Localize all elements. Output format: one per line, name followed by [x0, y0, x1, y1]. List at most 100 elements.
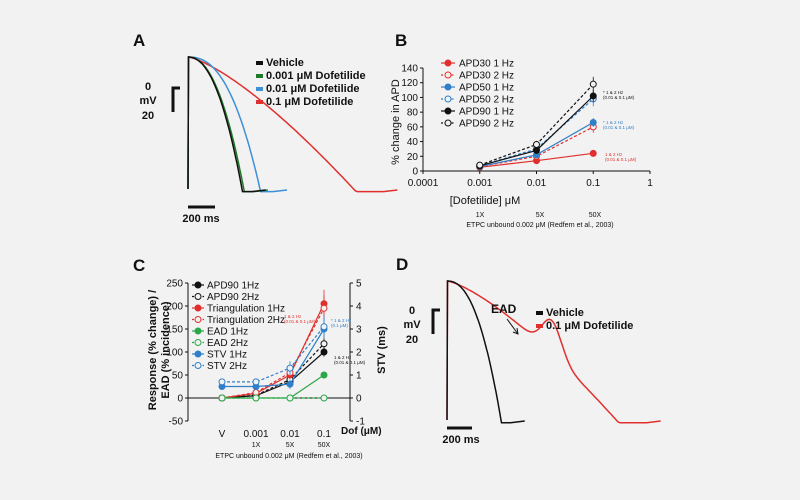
panel-c-fold-1x: 1X — [252, 442, 261, 449]
panel-b-ytick-label-5: 100 — [401, 93, 418, 104]
panel-b-legend-marker-1 — [444, 71, 452, 79]
panel-b-point-0-2 — [589, 149, 597, 157]
panel-c-xtick-label-2: 0.01 — [280, 429, 300, 440]
panel-c-y2tick-label-6: 5 — [356, 279, 362, 290]
panel-b-point-4-1 — [533, 146, 540, 154]
panel-c-legend-label-4: EAD 1Hz — [207, 327, 248, 338]
legend-a-label-0-01: 0.01 μM Dofetilide — [266, 83, 360, 95]
panel-c-legend-marker-3 — [194, 316, 202, 323]
panel-b-xtick-label-0: 0.0001 — [408, 178, 439, 189]
panel-c-ytick-label-1: 0 — [177, 394, 183, 405]
panel-b-xtick-label-4: 1 — [647, 178, 653, 189]
panel-b-fold-50x: 50X — [589, 212, 602, 219]
panel-c-line-7 — [222, 326, 325, 383]
panel-d-ead-label: EAD — [491, 302, 517, 316]
panel-a-letter: A — [133, 31, 145, 50]
legend-a-label-0-001: 0.001 μM Dofetilide — [266, 70, 366, 82]
panel-a-time-scale-label: 200 ms — [182, 213, 219, 225]
panel-c-point-4-3 — [320, 371, 328, 379]
panel-c-point-7-3 — [320, 323, 328, 331]
panel-c-line-3 — [221, 308, 325, 399]
panel-b-legend-label-1: APD30 2 Hz — [459, 71, 514, 82]
panel-b-y-label: % change in APD — [390, 79, 402, 165]
panel-b-ytick-label-7: 140 — [401, 64, 418, 75]
panel-c-point-5-3 — [320, 394, 328, 402]
legend-a-swatch-0-001 — [256, 74, 263, 78]
panel-c-point-5-0 — [218, 394, 226, 402]
panel-d-scale-top: 0 — [409, 305, 415, 317]
panel-d-time-scale-label: 200 ms — [442, 434, 479, 446]
panel-b-point-2-2 — [589, 118, 597, 126]
panel-c-point-1-3 — [320, 340, 328, 348]
panel-c-point-7-2 — [286, 364, 294, 372]
panel-c-legend-marker-2 — [194, 304, 202, 312]
panel-c-annot-apd-l2: (0.01 & 0.1 μM) — [334, 360, 366, 365]
panel-c-legend-label-5: EAD 2Hz — [207, 338, 248, 349]
legend-d-label-vehicle: Vehicle — [546, 307, 584, 319]
panel-b-legend-label-0: APD30 1 Hz — [459, 59, 514, 70]
panel-c-fold-50x: 50X — [318, 442, 331, 449]
panel-b-fold-1x: 1X — [476, 212, 485, 219]
panel-c-annot-tri-l2: (0.01 & 0.1 μM) — [284, 319, 316, 324]
panel-c-legend-label-6: STV 1Hz — [207, 350, 247, 361]
panel-a-scale-bottom: 20 — [142, 110, 154, 122]
panel-c-legend-label-7: STV 2Hz — [207, 361, 247, 372]
panel-b-legend-marker-0 — [444, 59, 452, 67]
panel-b: B 0 20 40 60 80 100 120 140 0.0001 0.001 0.01 0.1 1 … — [390, 31, 653, 229]
panel-b-xtick-label-3: 0.1 — [586, 178, 600, 189]
panel-b-annot-apd30-l1: 1 & 2 Hz — [605, 152, 623, 157]
panel-a-scale-top: 0 — [145, 81, 151, 93]
panel-c-point-7-1 — [252, 378, 260, 386]
panel-c-point-3-3 — [320, 304, 328, 312]
panel-c-annot-tri-l1: 1 & 2 Hz — [284, 314, 302, 319]
panel-b-fold-5x: 5X — [536, 212, 545, 219]
panel-b-legend-label-4: APD90 1 Hz — [459, 107, 514, 118]
panel-b-annot-apd90-l1: * 1 & 2 Hz — [603, 90, 624, 95]
panel-c-y2tick-label-0: -1 — [356, 417, 365, 428]
panel-a-trace-0-01um — [187, 56, 288, 193]
panel-c-legend-marker-6 — [194, 350, 202, 358]
panel-c-legend-label-1: APD90 2Hz — [207, 292, 259, 303]
legend-d-label-0-1: 0.1 μM Dofetilide — [546, 320, 633, 332]
panel-d-ead-arrowhead — [512, 327, 519, 335]
panel-c-y2tick-label-2: 1 — [356, 371, 362, 382]
panel-c-footnote: ETPC unbound 0.002 μM (Redfern et al., 2… — [215, 453, 362, 460]
panel-b-annot-apd50-l2: (0.01 & 0.1 μM) — [603, 125, 635, 130]
panel-c-annot-stv-l2: (0.1 μM) — [331, 323, 348, 328]
panel-b-axes: 0 20 40 60 80 100 120 140 0.0001 0.001 0.01 0.1 1 — [401, 64, 653, 190]
panel-c-legend-marker-0 — [194, 281, 202, 289]
panel-b-annot-apd30-l2: (0.01 & 0.1 μM) — [605, 157, 637, 162]
panel-d-legend: Vehicle 0.1 μM Dofetilide — [536, 307, 633, 332]
legend-a-label-0-1: 0.1 μM Dofetilide — [266, 96, 353, 108]
panel-c-annotations: 1 & 2 Hz (0.01 & 0.1 μM) * 1 & 2 Hz (0.1… — [284, 314, 366, 365]
panel-b-legend-marker-3 — [444, 95, 452, 103]
panel-c-legend-marker-4 — [194, 327, 202, 335]
panel-d-trace-0-1um — [446, 280, 661, 424]
panel-a-vertical-scale-bar — [171, 86, 180, 112]
panel-b-ytick-label-4: 80 — [407, 108, 419, 119]
panel-b-ytick-label-1: 20 — [407, 152, 419, 163]
panel-d-vertical-scale-bar — [431, 308, 440, 334]
legend-a-label-vehicle: Vehicle — [266, 57, 304, 69]
panel-d-trace-vehicle — [446, 280, 525, 424]
panel-c-ytick-label-0: -50 — [169, 417, 184, 428]
legend-a-swatch-0-1 — [256, 100, 263, 104]
panel-b-ytick-label-2: 40 — [407, 137, 419, 148]
panel-c-legend-label-2: Triangulation 1Hz — [207, 304, 285, 315]
panel-c-line-1 — [221, 343, 325, 399]
panel-c-point-5-1 — [252, 394, 260, 402]
panel-c-annot-apd-l1: 1 & 2 Hz — [334, 355, 352, 360]
panel-c-point-0-3 — [320, 348, 328, 356]
panel-b-annotations: * 1 & 2 Hz (0.01 & 0.1 μM) * 1 & 2 Hz (0… — [603, 90, 637, 162]
panel-c-xtick-label-0: V — [219, 429, 226, 440]
panel-c-y2-label: STV (ms) — [376, 326, 388, 374]
panel-b-letter: B — [395, 31, 407, 50]
panel-b-point-4-2 — [589, 92, 597, 100]
panel-c-ytick-label-4: 150 — [166, 325, 183, 336]
panel-c-legend-marker-7 — [194, 362, 202, 369]
panel-a-legend: Vehicle 0.001 μM Dofetilide 0.01 μM Dofe… — [256, 57, 366, 108]
panel-d: D 0 mV 20 200 ms EAD Vehicle 0.1 μM Dofe… — [396, 255, 661, 446]
panel-c-line-6 — [222, 328, 325, 388]
